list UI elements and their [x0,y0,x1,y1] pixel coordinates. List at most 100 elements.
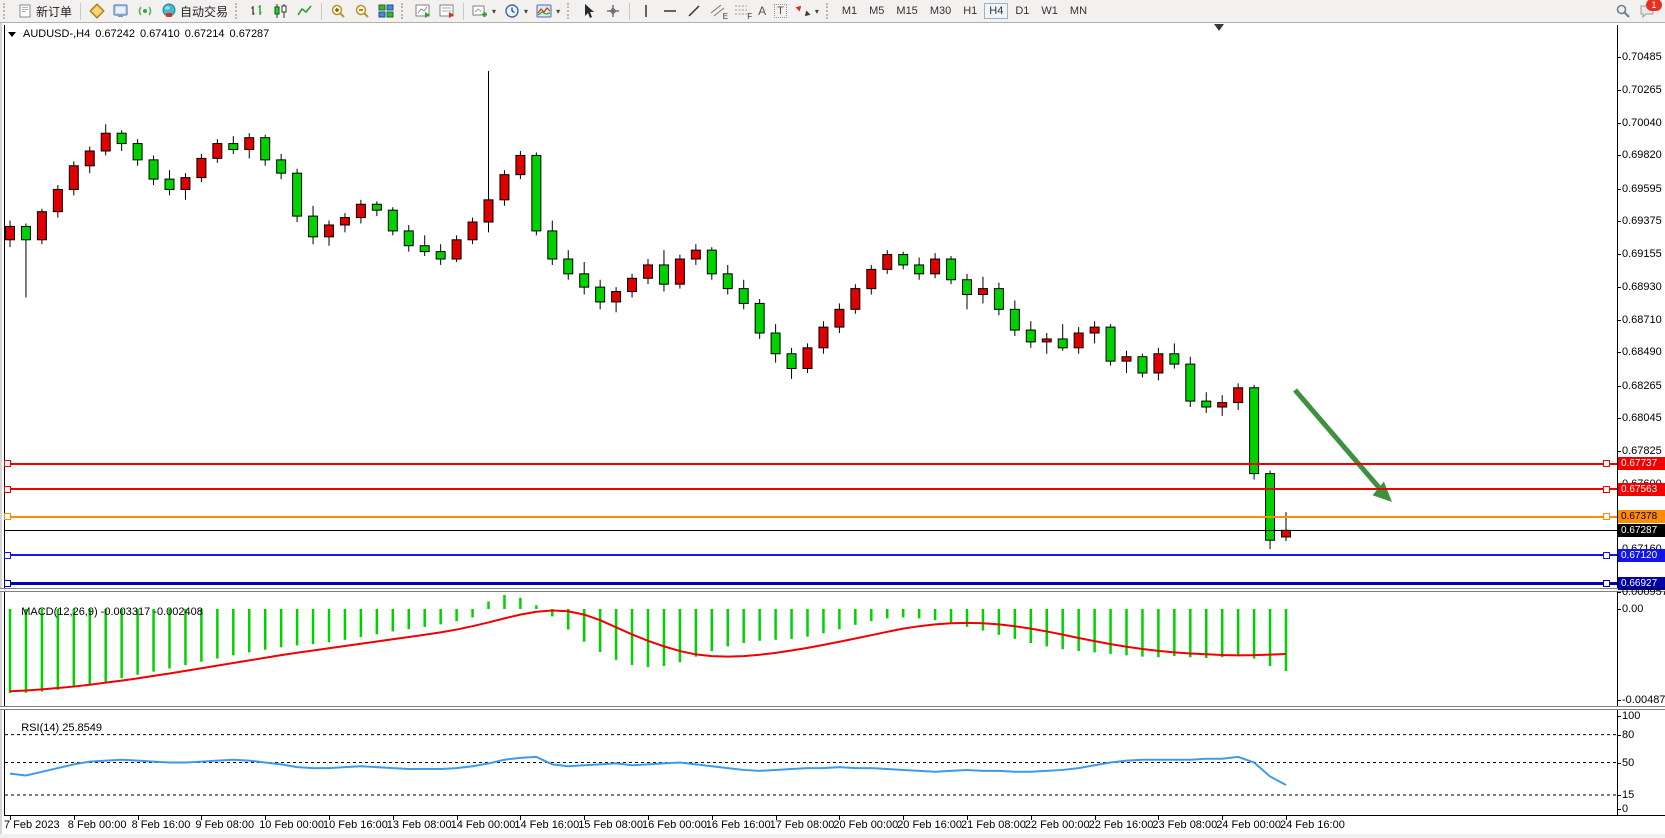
candle-down [547,230,558,260]
bar-chart-mode-button[interactable] [245,2,269,21]
horizontal-price-line[interactable] [5,515,1617,518]
indicator-window-button[interactable] [411,2,435,21]
horizontal-price-line[interactable] [5,488,1617,491]
indicator-list-button[interactable] [435,2,459,21]
line-handle[interactable] [4,460,11,468]
candle-up [355,203,366,219]
price-tick-mark [1617,57,1621,58]
candle-up [882,254,893,270]
down-arrow-annotation[interactable] [1293,388,1392,502]
line-handle[interactable] [1603,580,1610,588]
cursor-tool-button[interactable] [577,2,601,21]
candle-up [1281,529,1291,538]
line-handle[interactable] [1603,485,1610,493]
macd-scale-label: 0.000957 [1622,586,1665,598]
line-handle[interactable] [4,580,11,588]
price-tick-mark [1617,352,1621,354]
candle-down [993,288,1004,310]
line-handle[interactable] [4,551,11,559]
candle-up [180,177,191,190]
timeframe-d1[interactable]: D1 [1015,5,1030,17]
fibonacci-icon: F [734,3,753,21]
chat-icon[interactable]: 1 [1639,0,1662,19]
fibo-letter: F [747,12,753,21]
time-tick-mark [584,816,586,820]
crosshair-tool-button[interactable] [601,2,625,21]
channel-tool-button[interactable]: E [706,2,730,21]
time-tick-label: 21 Feb 08:00 [961,819,1026,831]
time-tick-label: 16 Feb 00:00 [642,819,707,831]
rsi-scale-label: 100 [1622,710,1641,722]
quote-high: 0.67410 [140,28,180,40]
template-button[interactable]: ▾ [532,2,564,21]
market-watch-button[interactable] [109,2,133,21]
price-tick-mark [1617,319,1621,321]
timeframe-w1[interactable]: W1 [1041,5,1058,17]
search-icon[interactable] [1615,3,1631,19]
window-frame [0,23,2,838]
chart-shift-marker[interactable] [1214,24,1224,31]
chat-unread-badge: 1 [1646,0,1662,11]
text-tool-button[interactable]: A [754,2,770,21]
bottom-strip [0,834,1665,838]
new-order-button[interactable]: 新订单 [13,2,76,21]
timeframe-h4[interactable]: H4 [984,3,1009,19]
auto-trading-button[interactable]: 自动交易 [157,2,232,21]
candle-up [467,221,478,241]
arrows-tool-button[interactable]: ▾ [791,2,823,21]
candle-down [276,159,287,174]
channel-letter: E [722,12,729,21]
horizontal-price-line[interactable] [5,462,1617,465]
tile-windows-button[interactable] [374,2,398,21]
zoom-out-button[interactable] [350,2,374,21]
signals-button[interactable] [133,2,157,21]
time-tick-label: 24 Feb 16:00 [1280,819,1345,831]
period-button[interactable]: ▾ [500,2,532,21]
price-tick-mark [1617,122,1621,124]
candle-up [52,188,63,213]
timeframe-m5[interactable]: M5 [869,5,885,17]
horizontal-price-line[interactable] [5,582,1617,586]
new-order-icon [17,3,33,19]
indicator-list-icon [439,3,455,19]
rsi-tick-mark [1617,762,1621,764]
candle-down [1057,338,1068,349]
pane-separator[interactable] [0,588,1665,592]
trendline-tool-button[interactable] [682,2,706,21]
timeframe-m30[interactable]: M30 [929,5,952,17]
timeframe-m1[interactable]: M1 [841,5,858,17]
line-handle[interactable] [4,485,11,493]
chart-frame-bottom [4,815,1665,816]
fibonacci-tool-button[interactable]: F [730,2,754,21]
line-chart-mode-button[interactable] [293,2,317,21]
horizontal-price-line[interactable] [5,554,1617,557]
candle-up [1217,402,1228,408]
new-chart-button[interactable]: ▾ [468,2,500,21]
price-tick-label: 0.68490 [1622,346,1662,359]
timeframe-m15[interactable]: M15 [896,5,918,17]
candlestick-mode-button[interactable] [269,2,293,21]
market-depth-button[interactable] [85,2,109,21]
new-order-label: 新订单 [36,4,73,19]
pane-separator[interactable] [0,706,1665,710]
candle-up [68,165,79,190]
timeframe-h1[interactable]: H1 [963,5,978,17]
zoom-in-button[interactable] [326,2,350,21]
horizontal-line-tool-button[interactable] [658,2,682,21]
time-tick-mark [1030,816,1032,820]
crosshair-icon [605,3,621,19]
candle-down [1025,329,1036,343]
line-handle[interactable] [4,513,11,521]
text-label-tool-button[interactable]: T [770,2,791,21]
line-handle[interactable] [1603,551,1610,559]
candle-down [116,132,127,145]
timeframe-mn[interactable]: MN [1069,5,1088,17]
candle-up [324,224,334,238]
time-tick-mark [265,816,267,820]
line-handle[interactable] [1603,513,1610,521]
horizontal-price-line[interactable] [5,529,1617,531]
candle-up [850,288,861,310]
collapse-triangle-icon[interactable] [8,31,16,37]
vertical-line-tool-button[interactable] [634,2,658,21]
line-handle[interactable] [1603,460,1610,468]
